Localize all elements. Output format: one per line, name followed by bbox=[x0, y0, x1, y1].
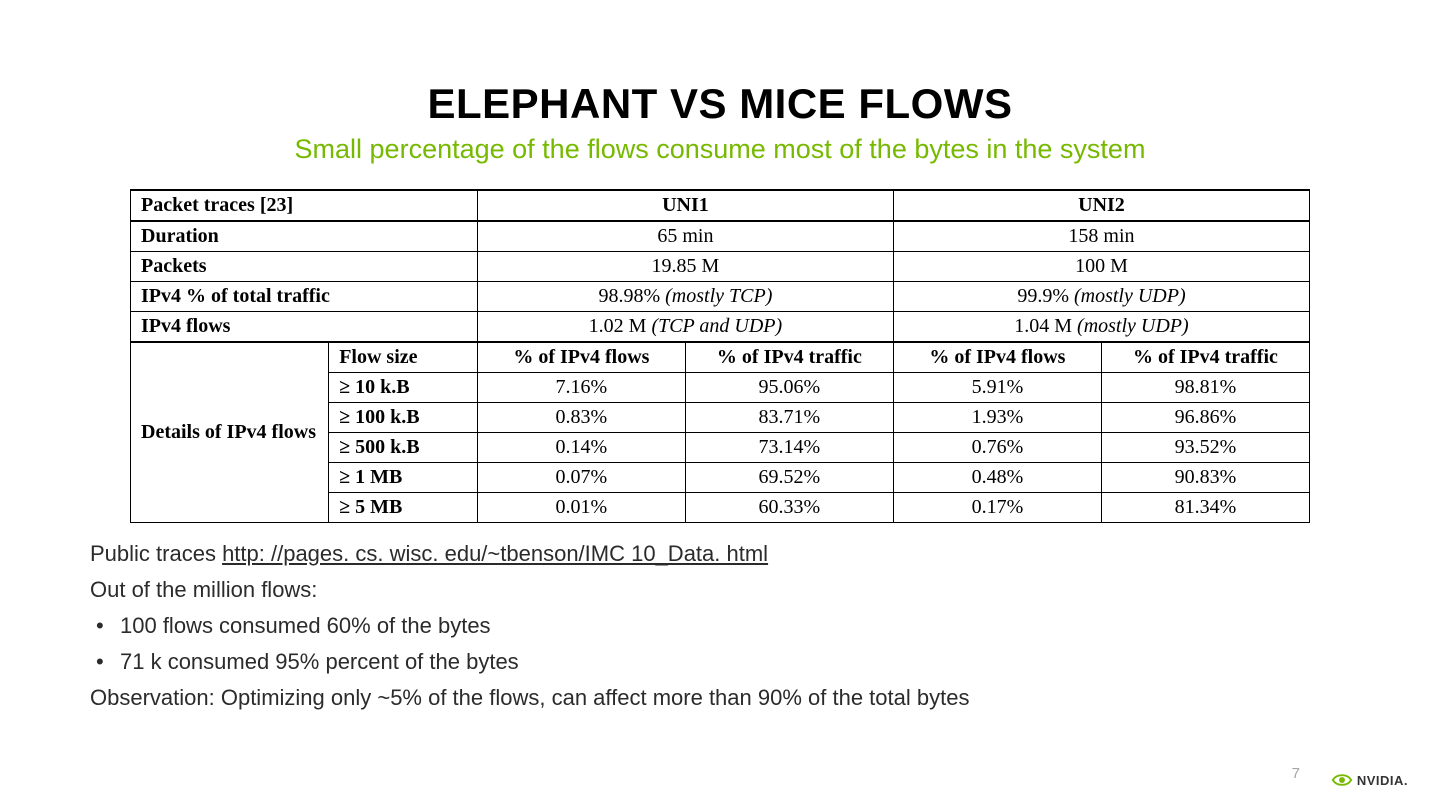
table-cell: 83.71% bbox=[685, 403, 893, 433]
bullet-list: 100 flows consumed 60% of the bytes 71 k… bbox=[90, 613, 1350, 675]
table-cell: ≥ 5 MB bbox=[329, 493, 478, 523]
table-cell: 1.02 M (TCP and UDP) bbox=[477, 312, 893, 343]
table-row: Duration65 min158 min bbox=[131, 221, 1310, 252]
public-traces-line: Public traces http: //pages. cs. wisc. e… bbox=[90, 541, 1350, 567]
table-cell: 95.06% bbox=[685, 373, 893, 403]
table-cell: 93.52% bbox=[1101, 433, 1309, 463]
header-label: Packet traces [23] bbox=[131, 190, 478, 221]
table-cell: 158 min bbox=[893, 221, 1309, 252]
table-cell: 100 M bbox=[893, 252, 1309, 282]
table-cell: 5.91% bbox=[893, 373, 1101, 403]
traces-table: Packet traces [23]UNI1UNI2Duration65 min… bbox=[130, 189, 1310, 523]
table-cell: ≥ 1 MB bbox=[329, 463, 478, 493]
slide-title: ELEPHANT VS MICE FLOWS bbox=[90, 80, 1350, 128]
table-cell: % of IPv4 traffic bbox=[1101, 342, 1309, 373]
nvidia-logo: NVIDIA. bbox=[1331, 772, 1408, 788]
public-traces-link[interactable]: http: //pages. cs. wisc. edu/~tbenson/IM… bbox=[222, 541, 768, 566]
table-cell: 73.14% bbox=[685, 433, 893, 463]
table-cell: 1.04 M (mostly UDP) bbox=[893, 312, 1309, 343]
table-row: Packets19.85 M100 M bbox=[131, 252, 1310, 282]
table-cell: 0.14% bbox=[477, 433, 685, 463]
header-uni1: UNI1 bbox=[477, 190, 893, 221]
table-cell: Packets bbox=[131, 252, 478, 282]
table-cell: Duration bbox=[131, 221, 478, 252]
nvidia-logo-text: NVIDIA. bbox=[1357, 773, 1408, 788]
table-cell: % of IPv4 traffic bbox=[685, 342, 893, 373]
details-label: Details of IPv4 flows bbox=[131, 342, 329, 523]
table-cell: 69.52% bbox=[685, 463, 893, 493]
table-cell: 98.98% (mostly TCP) bbox=[477, 282, 893, 312]
bullet-item: 100 flows consumed 60% of the bytes bbox=[120, 613, 1350, 639]
table-cell: ≥ 10 k.B bbox=[329, 373, 478, 403]
table-cell: 0.07% bbox=[477, 463, 685, 493]
table-row: IPv4 flows1.02 M (TCP and UDP)1.04 M (mo… bbox=[131, 312, 1310, 343]
table-cell: 0.17% bbox=[893, 493, 1101, 523]
observation-line: Observation: Optimizing only ~5% of the … bbox=[90, 685, 1350, 711]
table-cell: 98.81% bbox=[1101, 373, 1309, 403]
table-cell: Flow size bbox=[329, 342, 478, 373]
nvidia-eye-icon bbox=[1331, 772, 1353, 788]
table-cell: % of IPv4 flows bbox=[893, 342, 1101, 373]
table-cell: ≥ 100 k.B bbox=[329, 403, 478, 433]
table-cell: 81.34% bbox=[1101, 493, 1309, 523]
notes-block: Public traces http: //pages. cs. wisc. e… bbox=[90, 541, 1350, 711]
slide: ELEPHANT VS MICE FLOWS Small percentage … bbox=[0, 0, 1440, 810]
slide-subtitle: Small percentage of the flows consume mo… bbox=[90, 134, 1350, 165]
table-cell: 0.83% bbox=[477, 403, 685, 433]
table-cell: IPv4 flows bbox=[131, 312, 478, 343]
table-row: Packet traces [23]UNI1UNI2 bbox=[131, 190, 1310, 221]
table-cell: 0.76% bbox=[893, 433, 1101, 463]
table-row: IPv4 % of total traffic98.98% (mostly TC… bbox=[131, 282, 1310, 312]
page-number: 7 bbox=[1292, 765, 1300, 782]
table-cell: 65 min bbox=[477, 221, 893, 252]
bullet-text: 100 flows consumed 60% of the bytes bbox=[120, 613, 491, 638]
header-uni2: UNI2 bbox=[893, 190, 1309, 221]
table-cell: 96.86% bbox=[1101, 403, 1309, 433]
table-cell: 0.01% bbox=[477, 493, 685, 523]
table-cell: 99.9% (mostly UDP) bbox=[893, 282, 1309, 312]
table-cell: 60.33% bbox=[685, 493, 893, 523]
table-cell: 90.83% bbox=[1101, 463, 1309, 493]
table-row: Details of IPv4 flowsFlow size% of IPv4 … bbox=[131, 342, 1310, 373]
table-cell: 7.16% bbox=[477, 373, 685, 403]
table-cell: 19.85 M bbox=[477, 252, 893, 282]
bullet-item: 71 k consumed 95% percent of the bytes bbox=[120, 649, 1350, 675]
table-cell: 1.93% bbox=[893, 403, 1101, 433]
table-cell: % of IPv4 flows bbox=[477, 342, 685, 373]
table-cell: ≥ 500 k.B bbox=[329, 433, 478, 463]
out-of-line: Out of the million flows: bbox=[90, 577, 1350, 603]
public-traces-prefix: Public traces bbox=[90, 541, 222, 566]
table-cell: 0.48% bbox=[893, 463, 1101, 493]
bullet-text: 71 k consumed 95% percent of the bytes bbox=[120, 649, 519, 674]
table-cell: IPv4 % of total traffic bbox=[131, 282, 478, 312]
